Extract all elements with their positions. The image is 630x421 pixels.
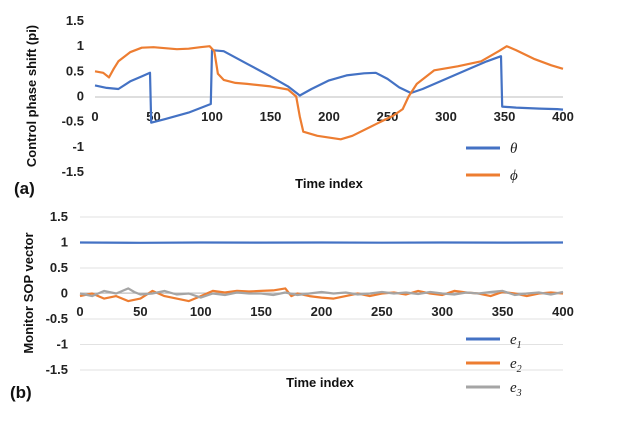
panel-a-y-tick-label: 0.5 — [66, 63, 84, 78]
panel-a-y-tick-label: -0.5 — [62, 114, 84, 129]
panel-a-x-axis-title: Time index — [295, 176, 363, 191]
panel-a-x-tick-label: 300 — [435, 109, 457, 124]
panel-a-x-tick-label: 350 — [494, 109, 516, 124]
panel-a-label: (a) — [14, 179, 35, 198]
legend-label: e3 — [510, 380, 522, 399]
panel-a-y-tick-label: 1.5 — [66, 13, 84, 28]
panel-b-y-axis-title: Monitor SOP vector — [21, 232, 36, 353]
panel-b-y-tick-label: 0 — [61, 286, 68, 301]
panel-b-x-tick-label: 300 — [431, 304, 453, 319]
legend-label: e1 — [510, 332, 522, 351]
panel-a-x-tick-label: 0 — [91, 109, 98, 124]
panel-a-y-tick-label: 0 — [77, 89, 84, 104]
panel-b-x-tick-label: 350 — [492, 304, 514, 319]
panel-b-x-tick-label: 0 — [76, 304, 83, 319]
panel-a-series-line-2 — [94, 45, 564, 141]
panel-a-x-tick-label: 150 — [260, 109, 282, 124]
panel-a-chart: 1.510.50-0.5-1-1.5 0 50 100 150 200 250 300 350… — [14, 13, 574, 198]
panel-b-y-tick-label: 1.5 — [50, 209, 68, 224]
legend-label: e2 — [510, 356, 522, 375]
panel-b-x-tick-label: 50 — [133, 304, 147, 319]
panel-b-y-tick-label: -1.5 — [46, 362, 68, 377]
panel-a-y-axis-title: Control phase shift (pi) — [24, 25, 39, 167]
panel-b-series-line-3 — [79, 287, 564, 299]
panel-b-y-tick-label: 0.5 — [50, 260, 68, 275]
panel-a-y-tick-label: 1 — [77, 38, 84, 53]
panel-b-x-tick-label: 200 — [311, 304, 333, 319]
panel-b-x-tick-label: 250 — [371, 304, 393, 319]
legend-label: ϕ — [510, 168, 518, 184]
panel-b-x-axis-title: Time index — [286, 375, 354, 390]
panel-a-series-line-1 — [94, 49, 564, 124]
panel-a-x-tick-label: 400 — [552, 109, 574, 124]
panel-a-y-tick-label: -1.5 — [62, 164, 84, 179]
panel-a-legend: θϕ — [466, 141, 518, 184]
panel-a-x-tick-label: 100 — [201, 109, 223, 124]
panel-b-legend: e1 e2 e3 — [466, 332, 522, 399]
panel-b-x-tick-label: 100 — [190, 304, 212, 319]
panel-b-label: (b) — [10, 383, 32, 402]
panel-b-y-tick-label: -1 — [56, 337, 68, 352]
panel-a-y-tick-label: -1 — [72, 139, 84, 154]
panel-b-y-tick-label: 1 — [61, 235, 68, 250]
panel-b-series-line-2 — [79, 287, 564, 303]
panel-b-x-tick-label: 150 — [250, 304, 272, 319]
panel-a-x-tick-label: 200 — [318, 109, 340, 124]
legend-label: θ — [510, 141, 518, 157]
panel-b-x-tick-label: 400 — [552, 304, 574, 319]
panel-b-chart: 1.5 1 0.5 0 -0.5 -1 -1.5 0 50 100 150 200 250 300 350… — [10, 209, 574, 402]
panel-b-y-tick-label: -0.5 — [46, 311, 68, 326]
